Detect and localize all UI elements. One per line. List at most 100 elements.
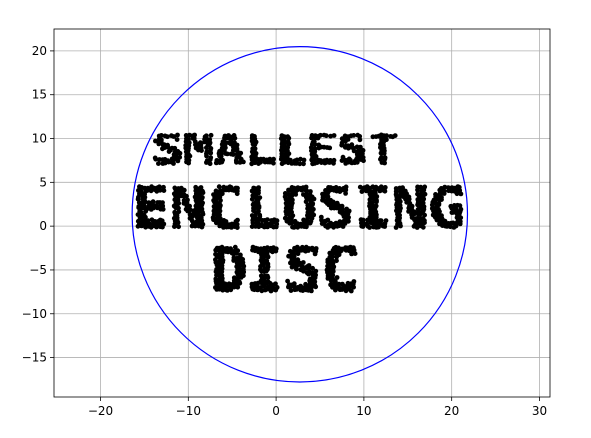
data-point <box>175 220 181 226</box>
data-point <box>417 196 423 202</box>
data-point <box>312 275 318 281</box>
data-point <box>204 160 209 165</box>
y-tick-label: 10 <box>32 132 47 146</box>
data-point <box>288 260 293 266</box>
data-point <box>441 191 447 196</box>
data-point <box>323 133 329 139</box>
data-point <box>301 268 306 274</box>
data-point <box>417 211 423 217</box>
data-point <box>381 151 387 156</box>
data-point <box>397 208 403 214</box>
data-point <box>429 202 435 208</box>
data-point <box>382 224 388 229</box>
data-point <box>309 285 314 290</box>
data-point <box>327 160 332 165</box>
data-point <box>291 225 297 230</box>
data-point <box>226 187 232 193</box>
data-point <box>289 220 295 226</box>
data-point <box>241 159 246 165</box>
data-point <box>301 161 306 167</box>
data-point <box>142 199 148 205</box>
data-point <box>234 225 240 231</box>
data-point <box>282 159 287 165</box>
data-point <box>340 224 346 229</box>
data-point <box>312 142 318 147</box>
data-point <box>175 132 180 138</box>
data-point <box>351 148 357 154</box>
data-point <box>231 280 237 286</box>
data-point <box>330 254 335 260</box>
data-point <box>339 158 345 164</box>
data-point <box>252 141 258 147</box>
data-point <box>333 287 338 293</box>
data-point <box>349 251 354 257</box>
data-point <box>143 208 149 214</box>
data-point <box>304 224 309 230</box>
data-point <box>420 208 426 214</box>
data-point <box>273 224 279 230</box>
y-tick-label: −5 <box>29 263 47 277</box>
data-point <box>219 159 225 165</box>
data-point <box>189 214 195 220</box>
x-tick-label: 30 <box>532 404 547 418</box>
y-tick-label: −15 <box>22 351 47 365</box>
data-point <box>219 269 225 275</box>
data-point <box>199 148 204 154</box>
data-point <box>376 224 381 230</box>
data-point <box>271 156 276 162</box>
data-point <box>327 145 333 151</box>
data-point <box>338 248 344 254</box>
data-point <box>256 224 262 230</box>
data-point <box>297 161 303 167</box>
data-point <box>232 244 238 250</box>
data-point <box>207 161 213 167</box>
data-point <box>360 224 366 229</box>
data-point <box>412 217 417 223</box>
data-point <box>357 134 363 139</box>
data-point <box>367 225 372 230</box>
data-point <box>314 160 320 166</box>
data-point <box>193 184 199 190</box>
data-point <box>436 202 442 208</box>
data-point <box>273 287 279 293</box>
data-point <box>458 215 464 221</box>
data-point <box>150 199 156 205</box>
data-point <box>367 188 373 193</box>
data-point <box>174 137 180 143</box>
data-point <box>157 187 163 193</box>
data-point <box>232 135 238 141</box>
data-point <box>310 265 315 271</box>
data-points <box>135 132 464 294</box>
y-tick-label: 20 <box>32 44 47 58</box>
data-point <box>185 148 191 153</box>
data-point <box>291 254 297 259</box>
data-point <box>153 156 159 162</box>
data-point <box>234 250 239 256</box>
data-point <box>334 275 340 280</box>
data-point <box>172 224 177 230</box>
data-point <box>186 208 192 214</box>
data-point <box>192 223 198 229</box>
data-point <box>450 220 456 226</box>
data-point <box>213 220 219 226</box>
data-point <box>249 188 255 194</box>
data-point <box>343 138 348 144</box>
data-point <box>181 187 187 193</box>
data-point <box>235 217 240 223</box>
x-tick-label: −20 <box>88 404 113 418</box>
enclosing-circle <box>131 46 469 383</box>
data-point <box>319 217 324 223</box>
data-point <box>151 205 156 211</box>
data-point <box>343 187 349 193</box>
data-point <box>367 197 373 203</box>
data-point <box>306 248 311 253</box>
data-point <box>331 133 337 138</box>
data-point <box>306 271 311 277</box>
data-point <box>250 220 256 226</box>
data-point <box>415 187 420 193</box>
data-point <box>207 157 213 162</box>
data-point <box>135 223 141 229</box>
data-point <box>156 161 161 167</box>
data-point <box>216 184 222 190</box>
data-point <box>311 156 317 162</box>
